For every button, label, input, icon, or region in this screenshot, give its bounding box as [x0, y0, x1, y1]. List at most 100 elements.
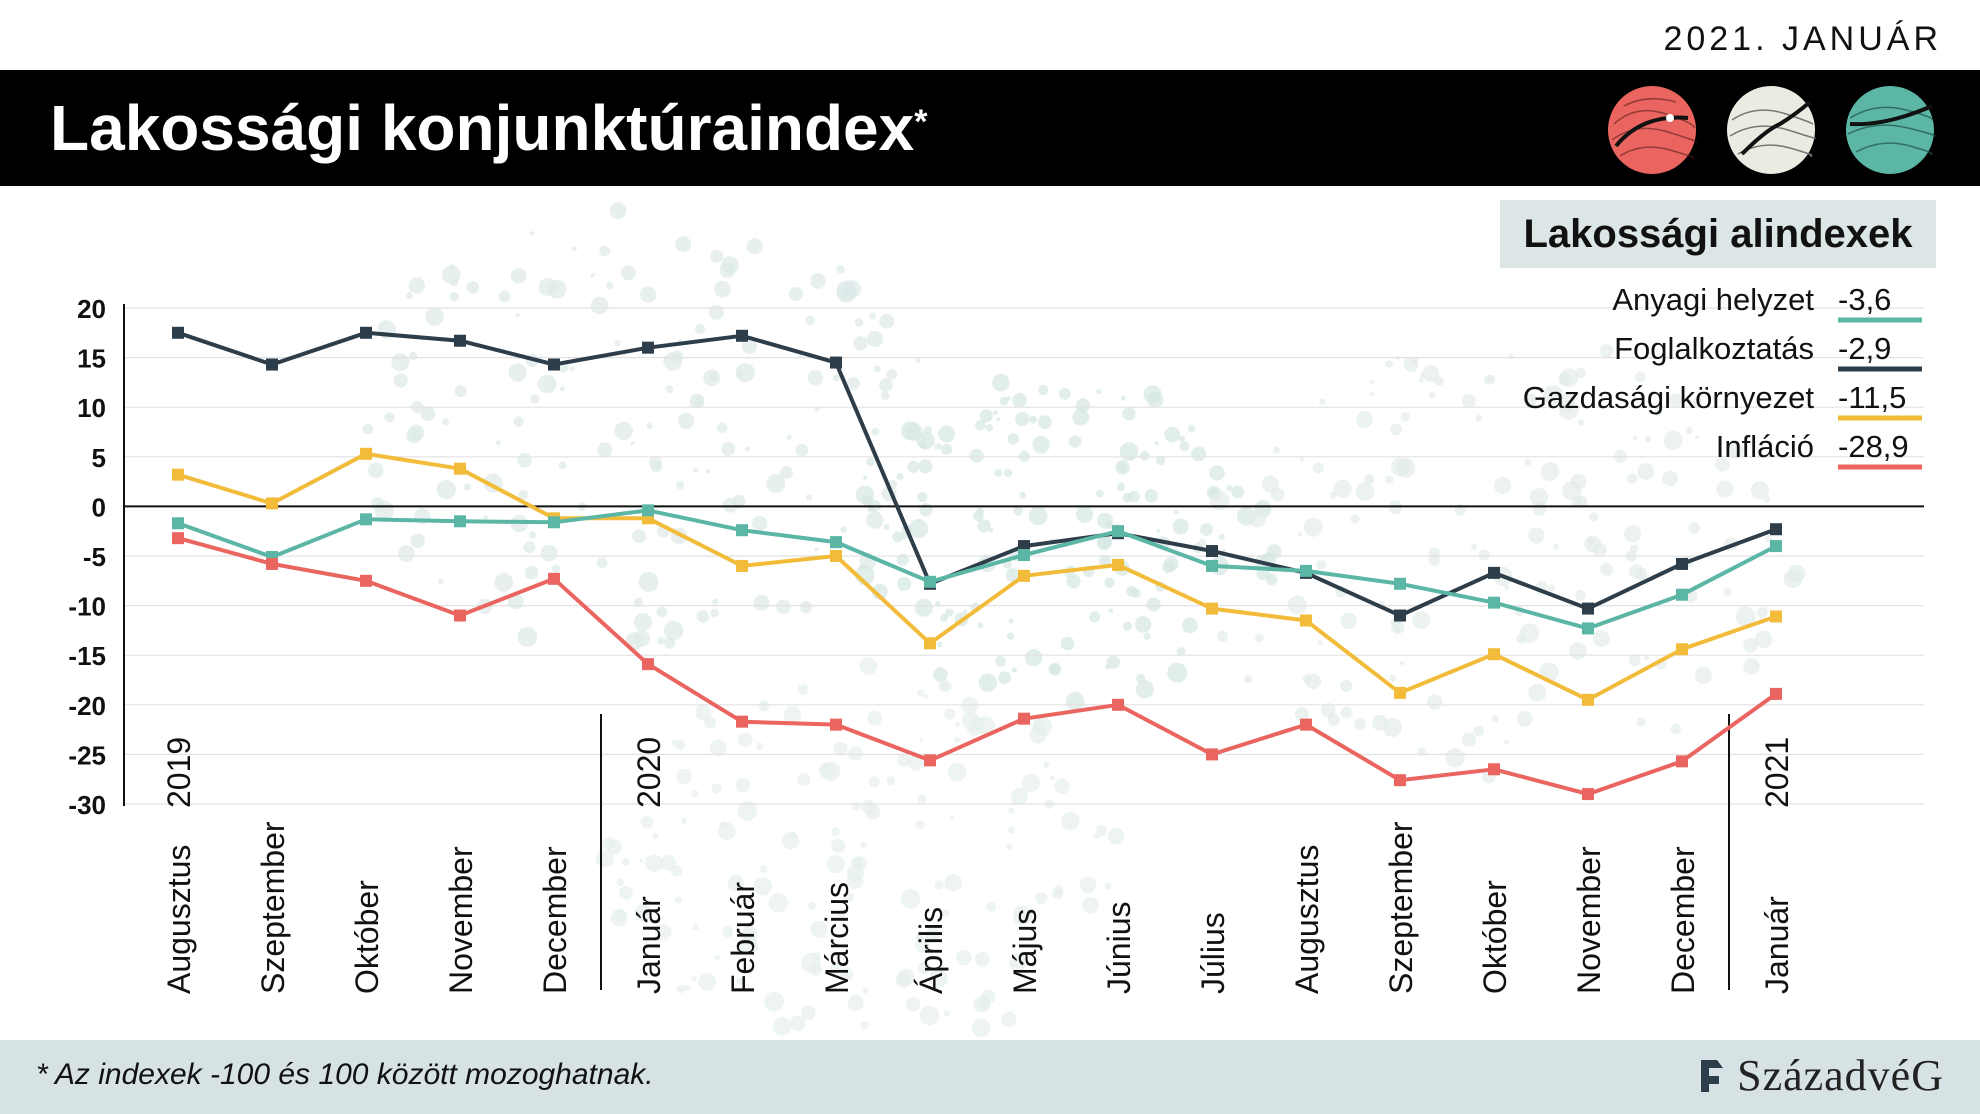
y-tick-label: -30: [68, 790, 106, 820]
background-dot: [1589, 512, 1599, 522]
background-dot: [805, 494, 813, 501]
background-dot: [1385, 475, 1394, 484]
background-dot: [1038, 384, 1049, 396]
background-dot: [708, 304, 724, 320]
background-dot: [1412, 611, 1431, 630]
data-point: [1206, 559, 1218, 572]
background-dot: [1156, 455, 1166, 466]
background-dot: [1200, 523, 1213, 536]
background-dot: [763, 701, 769, 707]
background-dot: [1010, 787, 1028, 806]
y-tick-label: -25: [68, 740, 106, 770]
background-dot: [1695, 435, 1700, 440]
background-dot: [797, 684, 809, 695]
background-dot: [1428, 554, 1441, 566]
background-dot: [551, 564, 561, 574]
background-dot: [1287, 595, 1307, 615]
footnote: * Az indexek -100 és 100 között mozoghat…: [36, 1058, 654, 1091]
background-dot: [941, 909, 950, 917]
background-dot: [994, 468, 1003, 477]
background-dot: [956, 949, 972, 966]
background-dot: [1632, 435, 1638, 441]
background-dot: [914, 598, 933, 617]
series-line: [177, 451, 1777, 702]
background-dot: [709, 739, 727, 757]
background-dot: [1395, 458, 1416, 478]
background-dot: [695, 323, 706, 334]
background-dot: [826, 855, 845, 874]
background-dot: [1312, 462, 1324, 474]
background-dot: [670, 865, 683, 877]
background-dot: [1370, 379, 1375, 384]
data-point: [1770, 540, 1782, 553]
background-dot: [1104, 664, 1111, 670]
background-dot: [907, 460, 920, 473]
background-dot: [1575, 589, 1586, 601]
background-dot: [1461, 394, 1476, 409]
background-dot: [1104, 577, 1115, 588]
data-point: [642, 658, 654, 671]
background-dot: [495, 440, 501, 446]
background-dot: [689, 393, 705, 409]
background-dot: [836, 282, 857, 303]
background-dot: [1038, 415, 1052, 430]
background-dot: [1144, 489, 1159, 503]
background-dot: [406, 427, 422, 444]
background-dot: [675, 481, 685, 490]
data-point: [548, 358, 560, 371]
background-dot: [610, 909, 628, 927]
background-dot: [832, 374, 840, 382]
x-tick-label: Július: [1195, 912, 1231, 994]
background-dot: [1629, 564, 1644, 579]
year-label: 2021: [1759, 737, 1795, 808]
background-dot: [986, 902, 997, 912]
background-dot: [1122, 621, 1133, 631]
data-point: [1770, 687, 1782, 700]
background-dot: [768, 893, 788, 913]
background-dot: [619, 886, 633, 900]
legend-value: -2,9: [1838, 331, 1891, 366]
background-dot: [1547, 584, 1555, 592]
background-dot: [641, 816, 654, 829]
background-dot: [1494, 476, 1512, 494]
background-dot: [1628, 654, 1641, 667]
x-tick-label: Október: [349, 880, 385, 994]
background-dot: [714, 954, 721, 961]
background-dot: [1066, 574, 1081, 589]
background-dot: [868, 776, 880, 788]
background-dot: [1540, 462, 1560, 481]
data-point: [736, 559, 748, 572]
background-dot: [1503, 739, 1510, 745]
year-label: 2019: [161, 737, 197, 808]
background-dot: [800, 1005, 816, 1021]
background-dot: [711, 783, 722, 794]
background-dot: [969, 448, 984, 463]
background-dot: [998, 671, 1012, 685]
background-dot: [1035, 892, 1048, 905]
background-dot: [663, 352, 683, 371]
background-dot: [736, 977, 743, 985]
background-dot: [892, 531, 904, 543]
background-dot: [739, 936, 758, 955]
background-dot: [1015, 411, 1030, 427]
background-dot: [674, 896, 683, 904]
data-point: [924, 754, 936, 767]
background-dot: [676, 984, 686, 994]
background-dot: [900, 889, 921, 909]
background-dot: [1049, 775, 1055, 781]
year-labels: 2019 2020 2021: [161, 737, 1795, 808]
background-dot: [897, 576, 912, 591]
data-point: [1582, 788, 1594, 801]
y-tick-label: -10: [68, 592, 106, 622]
background-dot: [645, 854, 663, 872]
background-dot: [1668, 393, 1682, 408]
background-dot: [979, 409, 993, 423]
background-dot: [940, 680, 952, 692]
background-dot: [634, 904, 652, 922]
background-dot: [1134, 616, 1152, 633]
background-dot: [663, 620, 684, 641]
data-point: [548, 572, 560, 585]
background-dot: [1462, 732, 1476, 747]
background-dot: [1255, 633, 1264, 643]
y-tick-label: -5: [83, 542, 106, 572]
